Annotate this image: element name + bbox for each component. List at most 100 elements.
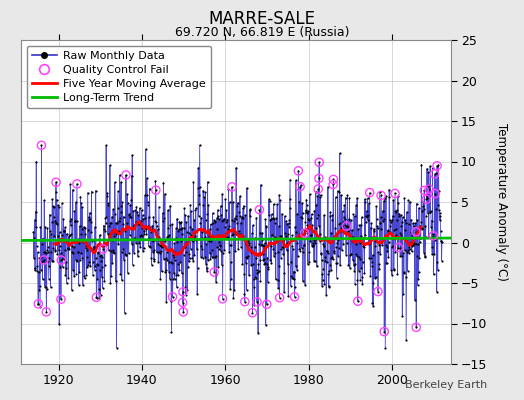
- Point: [238, 214, 246, 220]
- Point: [380, 198, 388, 204]
- Point: [342, 223, 351, 229]
- Point: [96, 232, 104, 238]
- Point: [244, 236, 252, 243]
- Point: [345, 232, 353, 238]
- Point: [191, 236, 199, 243]
- Point: [370, 238, 379, 245]
- Point: [209, 220, 217, 226]
- Point: [123, 220, 131, 226]
- Point: [155, 204, 163, 210]
- Point: [154, 259, 162, 266]
- Point: [47, 258, 56, 264]
- Point: [330, 250, 338, 256]
- Point: [68, 287, 76, 293]
- Point: [381, 344, 389, 351]
- Point: [48, 219, 56, 225]
- Point: [41, 284, 49, 290]
- Point: [58, 200, 66, 207]
- Point: [344, 224, 352, 230]
- Point: [137, 232, 146, 238]
- Point: [225, 199, 234, 205]
- Point: [37, 254, 45, 261]
- Point: [416, 235, 424, 241]
- Point: [407, 229, 416, 236]
- Point: [130, 249, 138, 256]
- Point: [333, 259, 341, 266]
- Point: [302, 196, 311, 203]
- Point: [226, 259, 235, 266]
- Point: [351, 213, 359, 219]
- Point: [215, 242, 224, 248]
- Point: [343, 240, 351, 246]
- Point: [216, 203, 225, 209]
- Point: [225, 248, 233, 255]
- Point: [49, 245, 58, 252]
- Point: [147, 228, 155, 235]
- Point: [388, 213, 397, 219]
- Point: [197, 254, 205, 260]
- Point: [275, 192, 283, 198]
- Point: [399, 290, 407, 297]
- Text: MARRE-SALE: MARRE-SALE: [209, 10, 315, 28]
- Point: [39, 249, 48, 256]
- Point: [385, 194, 394, 200]
- Point: [110, 233, 118, 239]
- Point: [342, 223, 351, 229]
- Point: [421, 253, 430, 259]
- Point: [114, 188, 122, 194]
- Y-axis label: Temperature Anomaly (°C): Temperature Anomaly (°C): [495, 123, 508, 281]
- Point: [260, 261, 268, 268]
- Point: [296, 184, 304, 190]
- Point: [252, 214, 260, 221]
- Point: [73, 258, 81, 264]
- Point: [112, 344, 121, 351]
- Point: [54, 204, 63, 210]
- Point: [331, 234, 339, 241]
- Point: [347, 217, 355, 224]
- Point: [326, 213, 334, 219]
- Point: [343, 192, 352, 198]
- Point: [154, 241, 162, 247]
- Point: [51, 188, 60, 195]
- Point: [112, 230, 121, 237]
- Point: [231, 248, 239, 254]
- Point: [167, 298, 176, 304]
- Point: [60, 228, 69, 234]
- Point: [188, 237, 196, 244]
- Point: [51, 247, 59, 253]
- Point: [408, 248, 416, 255]
- Point: [427, 224, 435, 230]
- Point: [428, 218, 436, 224]
- Point: [224, 226, 232, 232]
- Point: [298, 200, 307, 206]
- Point: [402, 336, 410, 343]
- Point: [91, 224, 99, 230]
- Point: [389, 197, 398, 203]
- Point: [170, 270, 178, 277]
- Point: [91, 263, 100, 269]
- Point: [246, 213, 254, 220]
- Point: [285, 224, 293, 230]
- Text: 69.720 N, 66.819 E (Russia): 69.720 N, 66.819 E (Russia): [174, 26, 350, 39]
- Point: [407, 235, 415, 241]
- Point: [216, 248, 225, 254]
- Point: [402, 274, 411, 280]
- Point: [409, 242, 417, 248]
- Point: [396, 245, 404, 252]
- Point: [130, 234, 139, 241]
- Point: [117, 277, 126, 283]
- Point: [52, 179, 60, 186]
- Point: [265, 198, 274, 204]
- Point: [210, 269, 219, 275]
- Point: [159, 210, 167, 216]
- Point: [191, 207, 200, 214]
- Point: [403, 248, 411, 255]
- Point: [184, 258, 193, 264]
- Point: [123, 236, 131, 242]
- Point: [95, 286, 103, 292]
- Point: [283, 261, 292, 267]
- Point: [195, 142, 204, 148]
- Point: [95, 266, 104, 273]
- Point: [424, 183, 432, 190]
- Point: [436, 212, 444, 219]
